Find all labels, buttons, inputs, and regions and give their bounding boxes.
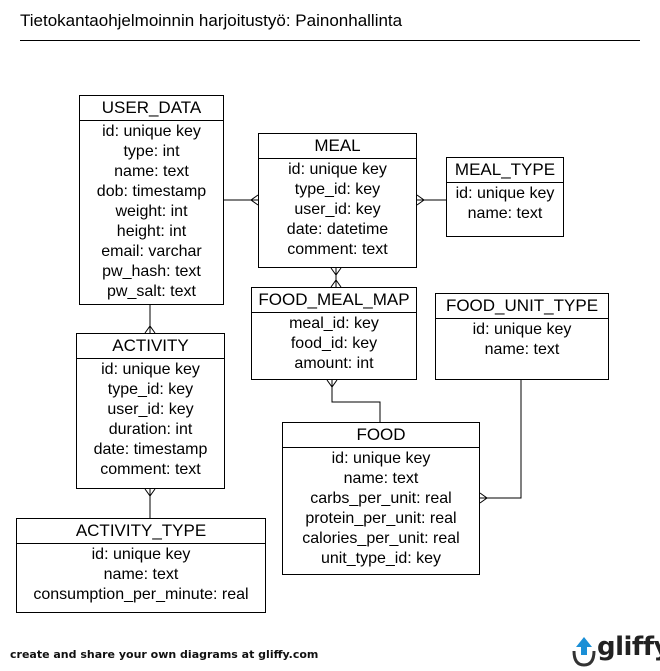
entity-activity-type-field: id: unique key xyxy=(91,546,191,563)
entity-food-unit-type-title: FOOD_UNIT_TYPE xyxy=(436,294,608,319)
entity-user-data-title: USER_DATA xyxy=(80,96,223,121)
entity-activity-type[interactable]: ACTIVITY_TYPE id: unique key name: text … xyxy=(16,518,266,613)
entity-meal-field: type_id: key xyxy=(294,181,381,198)
entity-user-data-field: id: unique key xyxy=(102,123,201,140)
entity-user-data-field: height: int xyxy=(116,223,187,240)
entity-meal-field: user_id: key xyxy=(294,201,381,218)
entity-user-data[interactable]: USER_DATA id: unique key type: int name:… xyxy=(79,95,224,305)
entity-activity-field: type_id: key xyxy=(107,381,194,398)
entity-user-data-field: type: int xyxy=(123,143,180,160)
crowfoot-food-right xyxy=(479,492,488,504)
entity-food-meal-map-field: food_id: key xyxy=(290,335,378,352)
crowfoot-activity-top xyxy=(144,325,156,334)
entity-food-meal-map-title: FOOD_MEAL_MAP xyxy=(252,288,416,313)
entity-food-title: FOOD xyxy=(283,423,479,448)
entity-meal-type-field: name: text xyxy=(467,205,543,222)
entity-activity-type-field: name: text xyxy=(103,566,179,583)
footer-caption: create and share your own diagrams at gl… xyxy=(10,648,319,661)
entity-food-field: carbs_per_unit: real xyxy=(310,490,452,507)
entity-activity-type-field: consumption_per_minute: real xyxy=(33,586,249,603)
connector-food-unittype xyxy=(480,380,522,499)
crowfoot-foodmealmap-bottom xyxy=(326,379,338,388)
entity-food-meal-map[interactable]: FOOD_MEAL_MAP meal_id: key food_id: key … xyxy=(251,287,417,380)
entity-food-meal-map-field: amount: int xyxy=(294,355,374,372)
entity-user-data-field: pw_salt: text xyxy=(107,283,196,300)
entity-meal-field: comment: text xyxy=(287,241,388,258)
entity-food-unit-type[interactable]: FOOD_UNIT_TYPE id: unique key name: text xyxy=(435,293,609,380)
entity-meal-type[interactable]: MEAL_TYPE id: unique key name: text xyxy=(446,157,564,237)
entity-food-field: unit_type_id: key xyxy=(320,550,442,567)
entity-food-unit-type-field: name: text xyxy=(484,341,560,358)
entity-user-data-field: pw_hash: text xyxy=(102,263,201,280)
crowfoot-meal-left xyxy=(250,194,259,206)
entity-user-data-field: dob: timestamp xyxy=(96,183,207,200)
entity-meal[interactable]: MEAL id: unique key type_id: key user_id… xyxy=(258,133,417,268)
entity-meal-field: date: datetime xyxy=(286,221,389,238)
entity-meal-type-field: id: unique key xyxy=(455,185,555,202)
diagram-title: Tietokantaohjelmoinnin harjoitustyö: Pai… xyxy=(20,11,403,30)
crowfoot-meal-bottom xyxy=(330,267,342,276)
entity-food-field: calories_per_unit: real xyxy=(302,530,460,547)
connector-foodmealmap-food xyxy=(331,380,381,422)
entity-food-field: protein_per_unit: real xyxy=(305,510,457,527)
entity-activity-field: comment: text xyxy=(100,461,201,478)
entity-food-field: name: text xyxy=(343,470,419,487)
entity-user-data-field: weight: int xyxy=(115,203,188,220)
entity-food-unit-type-field: id: unique key xyxy=(472,321,572,338)
entity-activity-title: ACTIVITY xyxy=(77,334,224,359)
entity-meal-type-title: MEAL_TYPE xyxy=(447,158,563,183)
entity-activity-field: user_id: key xyxy=(107,401,194,418)
entity-food-meal-map-field: meal_id: key xyxy=(289,315,379,332)
entity-food[interactable]: FOOD id: unique key name: text carbs_per… xyxy=(282,422,480,575)
crowfoot-activity-bottom xyxy=(144,488,156,497)
entity-food-field: id: unique key xyxy=(331,450,431,467)
crowfoot-foodmealmap-top xyxy=(330,279,342,288)
entity-meal-title: MEAL xyxy=(259,134,416,159)
entity-user-data-field: email: varchar xyxy=(101,243,202,260)
entity-user-data-field: name: text xyxy=(114,163,189,180)
gliffy-logo[interactable]: gliffy xyxy=(570,632,660,668)
gliffy-logo-icon xyxy=(572,637,596,667)
entity-meal-field: id: unique key xyxy=(288,161,387,178)
entity-activity[interactable]: ACTIVITY id: unique key type_id: key use… xyxy=(76,333,225,489)
title-divider xyxy=(20,40,640,41)
gliffy-logo-text: gliffy xyxy=(597,632,660,662)
entity-activity-field: date: timestamp xyxy=(93,441,208,458)
entity-activity-type-title: ACTIVITY_TYPE xyxy=(17,519,265,544)
crowfoot-meal-right xyxy=(416,194,425,206)
entity-activity-field: duration: int xyxy=(108,421,193,438)
entity-activity-field: id: unique key xyxy=(101,361,200,378)
